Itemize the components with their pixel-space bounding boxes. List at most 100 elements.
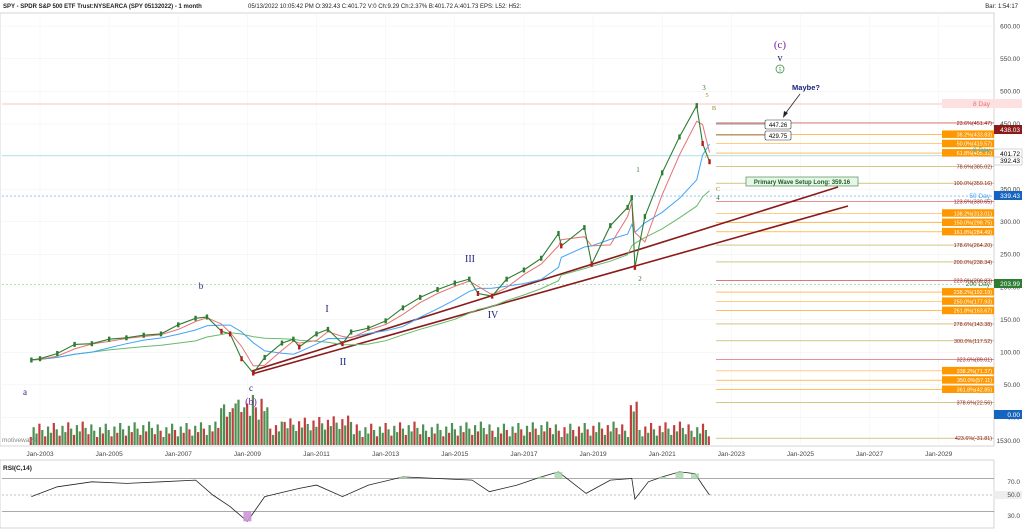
price-candle (30, 357, 33, 363)
volume-bar (681, 427, 684, 445)
price-candle (590, 261, 593, 267)
x-tick-label: Jan-2029 (925, 451, 952, 458)
volume-bar (139, 434, 142, 445)
fib-level-label: 200.0%(238.34) (954, 260, 993, 266)
primary-setup-box[interactable] (745, 176, 859, 187)
volume-bar (220, 408, 223, 445)
volume-bar (173, 430, 177, 445)
price-panel[interactable] (0, 12, 995, 447)
volume-bar (422, 424, 425, 445)
volume-bar (300, 427, 304, 445)
target-box-lower[interactable] (764, 130, 792, 141)
target-box-upper[interactable] (764, 119, 792, 130)
volume-bar (75, 425, 79, 445)
y-tick-label: 150.00 (1000, 317, 1020, 324)
volume-bar (566, 433, 569, 445)
volume-bar (228, 412, 231, 445)
volume-bar (349, 421, 353, 445)
ma8-tag: 8 Day (973, 101, 991, 108)
volume-bar (67, 422, 70, 445)
volume-bar (185, 423, 188, 445)
price-candle (419, 294, 422, 300)
price-candle (280, 340, 284, 346)
volume-bar (612, 421, 615, 445)
volume-bar (675, 431, 679, 445)
volume-bar (684, 434, 687, 445)
y-tick-label: 500.00 (1000, 89, 1020, 96)
volume-bar (104, 423, 107, 445)
fibonacci-levels: 23.6%(451.47) 38.2%(433.83) 50.0%(419.57) 6… (716, 121, 994, 442)
volume-bar (476, 431, 480, 445)
volume-bar (277, 431, 280, 445)
volume-bar (159, 430, 162, 445)
volume-bar (194, 425, 197, 445)
volume-bar (667, 428, 670, 445)
fib-level-label: 61.8%(405.31) (957, 151, 993, 157)
wave-label-c: c (249, 383, 253, 393)
time-axis: Jan-2003 Jan-2005 Jan-2007 Jan-2009 Jan-2011… (26, 451, 952, 458)
volume-bar (306, 424, 309, 445)
price-candle (107, 336, 111, 342)
volume-bar (260, 398, 263, 445)
price-candle (125, 335, 128, 341)
last-price: 392.43 (1000, 158, 1020, 165)
volume-bar (38, 423, 41, 445)
volume-bar (586, 429, 589, 445)
x-tick-label: Jan-2005 (96, 451, 123, 458)
volume-bar (52, 423, 55, 445)
wave-label-4: 4 (716, 194, 720, 202)
wave-label-c-paren: (c) (774, 39, 787, 51)
volume-bar (658, 425, 661, 445)
volume-bar (44, 436, 47, 445)
trendline-lower[interactable] (251, 205, 849, 375)
volume-bar (269, 428, 272, 445)
wave-label-A: A (705, 153, 710, 160)
fib-level-label: 261.8%(163.67) (954, 309, 993, 315)
volume-bar (246, 403, 249, 445)
volume-bar (479, 421, 482, 445)
volume-bar (491, 430, 494, 445)
volume-bar (557, 430, 560, 445)
wave-label-b: b (199, 281, 204, 291)
rsi-overbought-fill (658, 476, 667, 479)
volume-bar (384, 423, 387, 445)
volume-bar (445, 426, 448, 445)
volume-bar (347, 415, 350, 445)
x-tick-label: Jan-2015 (441, 451, 468, 458)
fib-level-box (942, 139, 994, 148)
volume-bar (49, 432, 53, 445)
rsi-level-50: 50.0 (1007, 492, 1020, 499)
fib-level-box (942, 288, 994, 296)
price-candle (522, 267, 526, 273)
volume-bar (303, 417, 306, 445)
volume-bar (678, 421, 682, 445)
volume-bar (419, 434, 422, 445)
price-candle (476, 290, 480, 296)
trendline-upper[interactable] (251, 186, 839, 372)
volume-bar (378, 426, 381, 445)
price-candle (505, 276, 508, 282)
volume-bar (110, 436, 113, 445)
price-candle (701, 140, 704, 146)
volume-bar (589, 435, 592, 445)
volume-bar (133, 422, 136, 445)
wave-label-v: v (778, 53, 783, 64)
volume-bar (142, 425, 145, 445)
price-candle (401, 305, 405, 311)
volume-bar (130, 432, 133, 445)
fib-level-label: 138.2%(313.01) (954, 211, 993, 217)
rsi-panel[interactable] (0, 459, 995, 529)
x-tick-label: Jan-2023 (718, 451, 745, 458)
volume-bar (693, 437, 696, 445)
wave-label-1: 1 (636, 166, 640, 174)
price-candle (38, 356, 42, 362)
fib-level-label: 278.6%(143.38) (954, 322, 993, 328)
volume-bar (211, 431, 214, 445)
volume-value: 0.00 (1007, 412, 1020, 419)
fib-level-label: 300.0%(117.52) (954, 339, 992, 345)
volume-bar (546, 421, 549, 445)
volume-bar (70, 428, 73, 445)
volume-bar (517, 423, 520, 445)
volume-bar (93, 430, 96, 445)
